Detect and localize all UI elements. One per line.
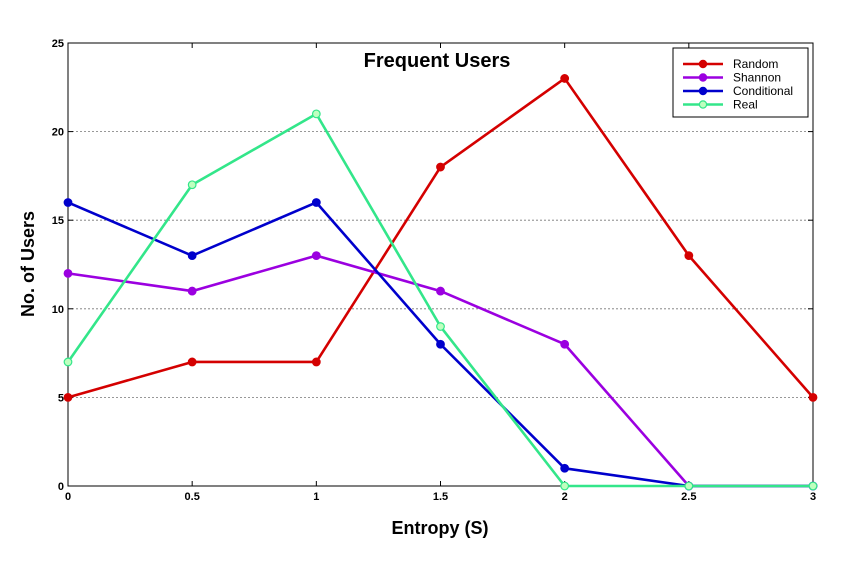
- data-point-random: [560, 74, 570, 83]
- data-point-random: [436, 162, 445, 172]
- series-real: [63, 109, 818, 491]
- legend-marker-shannon: [698, 73, 708, 82]
- x-tick-label: 0: [65, 491, 71, 503]
- series-lines: [63, 74, 818, 491]
- data-point-shannon: [436, 286, 445, 296]
- legend-label-random: Random: [733, 57, 778, 71]
- data-point-random: [63, 393, 73, 402]
- x-tick-label: 3: [810, 491, 816, 503]
- y-tick-label: 20: [52, 127, 64, 139]
- data-point-conditional: [436, 339, 445, 349]
- legend-label-real: Real: [733, 98, 758, 112]
- data-point-conditional: [560, 463, 570, 473]
- data-point-conditional: [187, 251, 197, 261]
- data-point-real: [684, 481, 694, 491]
- x-tick-label: 2: [562, 491, 568, 503]
- data-point-shannon: [311, 251, 321, 261]
- chart-title: Frequent Users: [364, 50, 511, 72]
- y-tick-label: 5: [58, 392, 64, 404]
- data-point-conditional: [311, 198, 321, 207]
- data-point-shannon: [560, 339, 570, 349]
- series-random: [63, 74, 818, 402]
- legend-entry-shannon: Shannon: [683, 71, 781, 85]
- y-tick-label: 10: [52, 304, 64, 316]
- x-tick-label: 2.5: [681, 491, 696, 503]
- data-point-random: [187, 357, 197, 367]
- x-tick-label: 1: [313, 491, 319, 503]
- legend-entry-random: Random: [683, 57, 778, 71]
- legend-label-conditional: Conditional: [733, 84, 793, 98]
- data-point-shannon: [187, 286, 197, 296]
- data-point-real: [63, 357, 73, 367]
- y-axis-title: No. of Users: [18, 211, 38, 317]
- x-axis-title: Entropy (S): [392, 518, 489, 538]
- grid-lines: [68, 131, 813, 398]
- data-point-real: [808, 481, 818, 491]
- legend-marker-random: [698, 59, 708, 69]
- data-point-real: [436, 322, 445, 331]
- data-point-conditional: [63, 198, 73, 207]
- data-point-real: [311, 109, 321, 119]
- x-tick-label: 0.5: [185, 491, 200, 503]
- y-tick-label: 25: [52, 38, 64, 50]
- legend-entry-conditional: Conditional: [683, 84, 793, 98]
- legend-marker-real: [698, 100, 708, 109]
- data-point-random: [311, 357, 321, 367]
- y-tick-label: 15: [52, 215, 64, 227]
- y-tick-label: 0: [58, 481, 64, 493]
- x-tick-label: 1.5: [433, 491, 448, 503]
- legend-label-shannon: Shannon: [733, 71, 781, 85]
- data-point-random: [808, 393, 818, 402]
- data-point-real: [560, 481, 570, 491]
- legend-marker-conditional: [698, 86, 708, 96]
- data-point-random: [684, 251, 694, 261]
- legend-entry-real: Real: [683, 98, 758, 112]
- data-point-shannon: [63, 268, 73, 278]
- data-point-real: [187, 180, 197, 190]
